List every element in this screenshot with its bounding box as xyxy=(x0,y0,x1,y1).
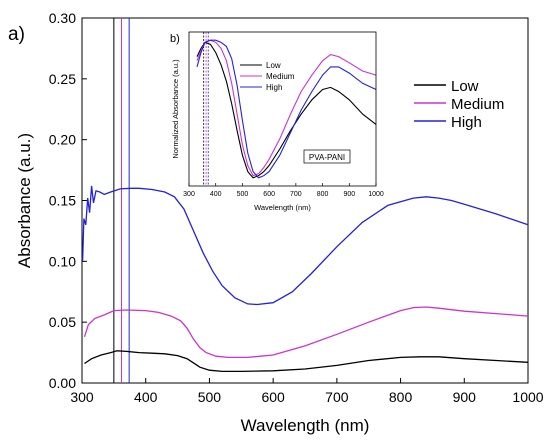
inset-x-tick-label: 1000 xyxy=(368,191,384,198)
inset-x-tick-label: 300 xyxy=(183,191,195,198)
x-tick-label: 1000 xyxy=(512,389,543,405)
inset-chart: 300 400 500 600 700 800 900 1000 Wavelength (nm… xyxy=(170,31,384,212)
x-tick-label: 300 xyxy=(70,389,94,405)
inset-annotation: PVA-PANI xyxy=(309,153,345,162)
x-tick-label: 500 xyxy=(198,389,222,405)
series-line-medium xyxy=(83,306,529,359)
main-x-axis: 300 400 500 600 700 800 900 1000 xyxy=(70,378,544,405)
inset-plot-frame xyxy=(188,31,377,187)
main-marker-lines xyxy=(113,18,130,383)
inset-series-line-low xyxy=(196,41,377,179)
y-tick-label: 0.20 xyxy=(49,132,76,148)
inset-x-tick-label: 500 xyxy=(237,191,249,198)
series-line-low xyxy=(84,350,529,373)
inset-legend-label-low: Low xyxy=(266,61,281,70)
main-panel-label: a) xyxy=(8,24,25,45)
inset-marker-lines xyxy=(203,32,209,186)
inset-legend-label-medium: Medium xyxy=(266,72,295,81)
main-y-axis-label: Absorbance (a.u.) xyxy=(15,133,34,268)
y-tick-label: 0.15 xyxy=(49,193,76,209)
inset-x-tick-label: 400 xyxy=(210,191,222,198)
inset-x-tick-label: 900 xyxy=(343,191,355,198)
inset-x-tick-label: 600 xyxy=(263,191,275,198)
inset-annotation-box xyxy=(303,149,351,164)
main-y-axis: 0.00 0.05 0.10 0.15 0.20 0.25 0.30 xyxy=(49,10,87,391)
y-tick-label: 0.30 xyxy=(49,10,76,26)
main-series-lines xyxy=(81,185,529,373)
legend-label-high: High xyxy=(451,114,482,131)
series-line-high xyxy=(81,185,529,306)
inset-x-tick-label: 700 xyxy=(290,191,302,198)
x-tick-label: 900 xyxy=(453,389,477,405)
inset-y-axis-label: Normalized Absorbance (a.u.) xyxy=(171,59,180,159)
inset-x-axis-label: Wavelength (nm) xyxy=(254,203,311,212)
inset-x-axis: 300 400 500 600 700 800 900 1000 xyxy=(183,183,384,198)
inset-legend-label-high: High xyxy=(266,83,282,92)
inset-legend: Low Medium High xyxy=(240,61,295,92)
inset-panel-label: b) xyxy=(170,33,180,45)
x-tick-label: 700 xyxy=(325,389,349,405)
x-tick-label: 600 xyxy=(261,389,285,405)
main-x-axis-label: Wavelength (nm) xyxy=(241,416,370,435)
legend-label-low: Low xyxy=(451,78,479,95)
y-tick-label: 0.25 xyxy=(49,71,76,87)
inset-x-tick-label: 800 xyxy=(317,191,329,198)
main-chart: 300 400 500 600 700 800 900 1000 0.000.050.100.… xyxy=(8,10,544,435)
inset-series-line-high xyxy=(196,39,377,179)
inset-series-lines xyxy=(196,39,377,179)
legend-label-medium: Medium xyxy=(451,96,504,113)
x-tick-label: 400 xyxy=(134,389,158,405)
y-tick-label: 0.10 xyxy=(49,253,76,269)
x-tick-label: 800 xyxy=(389,389,413,405)
inset-series-line-medium xyxy=(196,39,377,177)
y-tick-label: 0.00 xyxy=(49,375,76,391)
y-tick-label: 0.05 xyxy=(49,314,76,330)
